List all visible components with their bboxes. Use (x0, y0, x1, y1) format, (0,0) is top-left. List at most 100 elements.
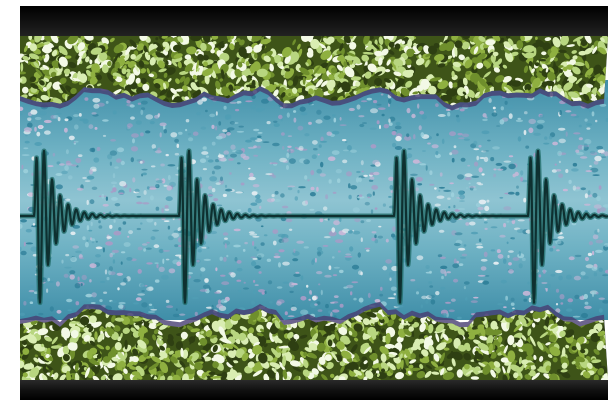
middle-speckle (376, 120, 380, 125)
band-speckle (313, 78, 319, 84)
middle-speckle (339, 269, 344, 274)
band-speckle (541, 81, 548, 87)
middle-speckle (471, 291, 477, 297)
band-speckle (199, 337, 208, 346)
middle-speckle (207, 194, 214, 197)
band-speckle (287, 80, 294, 86)
band-speckle (563, 326, 567, 331)
band-speckle (506, 364, 511, 375)
middle-speckle (278, 249, 285, 253)
band-speckle (353, 369, 362, 376)
middle-speckle (23, 241, 26, 247)
middle-speckle (596, 208, 601, 214)
band-speckle (88, 326, 94, 333)
band-speckle (437, 80, 449, 90)
band-speckle (101, 37, 109, 45)
band-speckle (539, 366, 550, 374)
band-speckle (241, 69, 252, 77)
band-speckle (89, 315, 97, 324)
middle-speckle (118, 227, 122, 231)
middle-speckle (533, 132, 541, 136)
middle-speckle (28, 289, 35, 293)
band-speckle (337, 72, 346, 78)
middle-speckle (299, 106, 306, 112)
middle-speckle (163, 129, 167, 134)
middle-speckle (323, 206, 328, 211)
middle-speckle (176, 143, 180, 148)
middle-speckle (131, 133, 139, 138)
band-speckle (143, 365, 148, 371)
band-speckle (269, 63, 274, 72)
band-speckle (220, 338, 232, 344)
middle-speckle (252, 235, 260, 238)
band-speckle (491, 36, 501, 42)
band-speckle (365, 46, 372, 51)
band-speckle (466, 346, 471, 352)
band-speckle (507, 38, 514, 46)
middle-speckle (484, 205, 490, 212)
band-speckle (187, 90, 192, 101)
middle-speckle (235, 191, 243, 194)
band-speckle (407, 370, 412, 375)
middle-speckle (572, 315, 581, 318)
middle-speckle (287, 145, 292, 148)
band-speckle (156, 373, 161, 380)
band-speckle (336, 64, 343, 72)
band-speckle (405, 355, 409, 366)
band-speckle (134, 64, 139, 72)
middle-speckle (406, 153, 413, 159)
middle-speckle (63, 273, 69, 278)
middle-speckle (178, 131, 183, 135)
middle-speckle (356, 170, 361, 174)
middle-speckle (476, 155, 480, 161)
middle-speckle (582, 275, 589, 280)
band-speckle (399, 353, 403, 360)
band-speckle (479, 335, 488, 341)
middle-speckle (342, 159, 348, 164)
middle-speckle (68, 135, 75, 141)
band-speckle (213, 337, 218, 342)
middle-speckle (406, 107, 411, 114)
middle-speckle (312, 295, 317, 301)
middle-speckle (20, 250, 27, 256)
middle-speckle (573, 275, 582, 281)
middle-speckle (604, 243, 608, 248)
band-speckle (321, 80, 328, 87)
middle-speckle (473, 148, 480, 151)
middle-speckle (598, 267, 603, 272)
middle-speckle (220, 176, 223, 182)
band-speckle (49, 46, 60, 51)
middle-speckle (155, 178, 160, 181)
middle-speckle (150, 165, 156, 168)
band-speckle (329, 323, 336, 332)
middle-speckle (506, 241, 509, 245)
band-speckle (465, 370, 474, 375)
band-speckle (90, 71, 96, 79)
middle-speckle (84, 241, 89, 248)
band-speckle (593, 374, 599, 380)
middle-speckle (545, 288, 548, 292)
middle-speckle (78, 113, 82, 117)
band-speckle (252, 370, 263, 377)
middle-speckle (161, 207, 165, 214)
middle-speckle (407, 148, 412, 150)
middle-speckle (224, 243, 227, 249)
middle-speckle (109, 224, 113, 229)
middle-speckle (143, 190, 147, 195)
middle-speckle (326, 131, 332, 136)
middle-speckle (272, 229, 279, 235)
middle-speckle (161, 274, 169, 280)
middle-speckle (508, 250, 514, 253)
band-speckle (439, 352, 446, 364)
middle-speckle (319, 140, 328, 143)
middle-speckle (332, 191, 337, 194)
middle-speckle (372, 159, 380, 166)
band-speckle (416, 371, 426, 379)
middle-speckle (255, 198, 262, 204)
band-speckle (280, 92, 286, 98)
middle-speckle (148, 305, 155, 310)
band-speckle (545, 67, 549, 73)
band-speckle (23, 363, 35, 370)
middle-speckle (585, 264, 594, 269)
middle-speckle (146, 286, 154, 292)
